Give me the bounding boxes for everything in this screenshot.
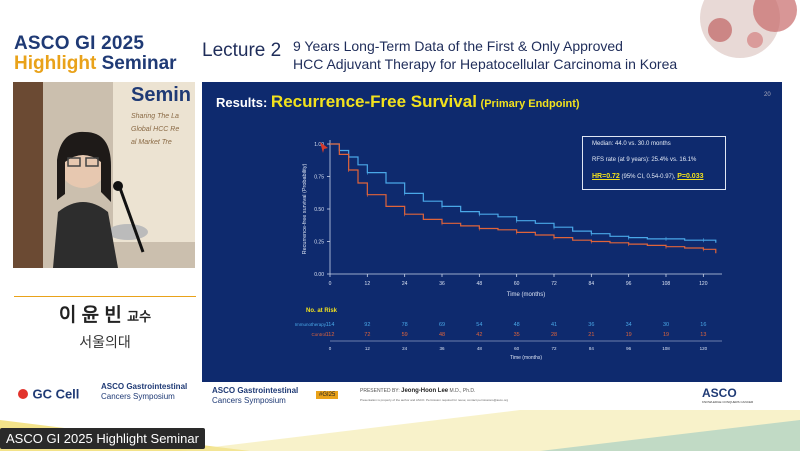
x-tick-label: 36 [439, 281, 445, 287]
x-axis-label: Time (months) [507, 292, 545, 298]
footer-note: Presentation is property of the author a… [360, 398, 509, 402]
asco-gi-logo: ASCO Gastrointestinal Cancers Symposium [101, 382, 188, 401]
risk-value: 112 [326, 332, 335, 338]
risk-value: 30 [663, 322, 669, 328]
name-divider [14, 296, 196, 297]
footer-asco-right-sub: KNOWLEDGE CONQUERS CANCER [702, 400, 754, 404]
presentation-slide [202, 82, 782, 382]
footer-asco-logo: ASCO Gastrointestinal Cancers Symposium [212, 386, 299, 405]
y-axis-label: Recurrence-free survival (Probability) [302, 163, 308, 254]
footer-presenter: PRESENTED BY: Jeong-Hoon Lee M.D., Ph.D. [360, 388, 476, 394]
legend-rfs: RFS rate (at 9 years): 25.4% vs. 16.1% [592, 157, 697, 163]
speaker-video: Semin Sharing The La Global HCC Re al Ma… [13, 82, 195, 268]
x-tick-label: 24 [402, 281, 408, 287]
footer-hashtag: #GI25 [316, 391, 339, 399]
risk-value: 28 [551, 332, 557, 338]
brand-subtitle: Highlight Seminar [14, 53, 177, 74]
y-tick-label: 0.00 [314, 272, 324, 278]
risk-row-label: Control [311, 332, 326, 337]
risk-time-tick: 36 [439, 346, 445, 351]
legend-hr: HR=0.72 (95% CI, 0.54-0.97), P=0.033 [592, 173, 704, 180]
lecture-title-line1: 9 Years Long-Term Data of the First & On… [293, 38, 623, 54]
y-tick-label: 0.25 [314, 240, 324, 246]
y-tick-label: 1.00 [314, 142, 324, 148]
risk-value: 34 [626, 322, 632, 328]
x-tick-label: 72 [551, 281, 557, 287]
gc-cell-icon [18, 388, 28, 399]
risk-value: 78 [402, 322, 408, 328]
y-tick-label: 0.75 [314, 175, 324, 181]
cursor-icon [320, 142, 328, 153]
risk-value: 114 [326, 322, 335, 328]
risk-time-tick: 60 [514, 346, 520, 351]
risk-value: 48 [514, 322, 520, 328]
risk-row-label: Immunotherapy [295, 322, 327, 327]
speaker-name: 이 윤 빈 교수 [58, 305, 152, 326]
x-tick-label: 120 [699, 281, 708, 287]
gc-cell-logo: GC Cell [18, 385, 79, 403]
x-tick-label: 84 [589, 281, 595, 287]
risk-time-label: Time (months) [510, 355, 542, 361]
x-tick-label: 60 [514, 281, 520, 287]
risk-time-tick: 12 [365, 346, 371, 351]
risk-value: 19 [663, 332, 669, 338]
x-tick-label: 12 [365, 281, 371, 287]
slide-footer: ASCO Gastrointestinal Cancers Symposium … [202, 383, 782, 409]
legend-box [582, 136, 726, 190]
x-tick-label: 0 [329, 281, 332, 287]
risk-value: 42 [476, 332, 482, 338]
risk-time-tick: 120 [700, 346, 708, 351]
risk-value: 41 [551, 322, 557, 328]
risk-time-tick: 108 [662, 346, 670, 351]
backdrop-text: Sharing The La Global HCC Re al Market T… [131, 113, 180, 146]
risk-value: 36 [588, 322, 594, 328]
risk-value: 21 [588, 332, 594, 338]
slide-page-number: 20 [764, 92, 771, 98]
risk-header: No. at Risk [306, 308, 338, 314]
virus-decoration [700, 0, 797, 58]
risk-value: 13 [700, 332, 706, 338]
seminar-overlay-tag: ASCO GI 2025 Highlight Seminar [0, 428, 205, 449]
risk-time-tick: 0 [329, 346, 332, 351]
slide-title: Results: Recurrence-Free Survival (Prima… [216, 92, 580, 111]
risk-time-tick: 48 [477, 346, 483, 351]
footer-asco-right: ASCO [702, 386, 737, 400]
risk-time-tick: 24 [402, 346, 408, 351]
risk-value: 16 [700, 322, 706, 328]
km-chart: 0.00 0.25 0.50 0.75 1.00 0 12 24 36 48 60 72 84 96 108… [295, 140, 722, 361]
speaker-video-frame [13, 82, 195, 268]
risk-value: 48 [439, 332, 445, 338]
x-tick-label: 48 [477, 281, 483, 287]
risk-value: 59 [402, 332, 408, 338]
series-line-immunotherapy [330, 143, 717, 243]
risk-time-tick: 96 [626, 346, 632, 351]
speaker-affiliation: 서울의대 [79, 334, 131, 350]
legend-median: Median: 44.0 vs. 30.0 months [592, 141, 671, 147]
series-line-control [330, 143, 717, 254]
risk-value: 35 [514, 332, 520, 338]
risk-time-tick: 84 [589, 346, 595, 351]
backdrop-label: Semin [131, 84, 192, 106]
x-tick-label: 108 [662, 281, 671, 287]
lecture-title-line2: HCC Adjuvant Therapy for Hepatocellular … [293, 56, 678, 72]
risk-value: 19 [626, 332, 632, 338]
x-tick-label: 96 [626, 281, 632, 287]
risk-value: 54 [476, 322, 482, 328]
y-tick-label: 0.50 [314, 207, 324, 213]
risk-time-tick: 72 [551, 346, 557, 351]
risk-value: 72 [364, 332, 370, 338]
risk-value: 92 [364, 322, 370, 328]
brand-title: ASCO GI 2025 [14, 33, 145, 54]
risk-value: 69 [439, 322, 445, 328]
lecture-label: Lecture 2 [202, 40, 282, 61]
